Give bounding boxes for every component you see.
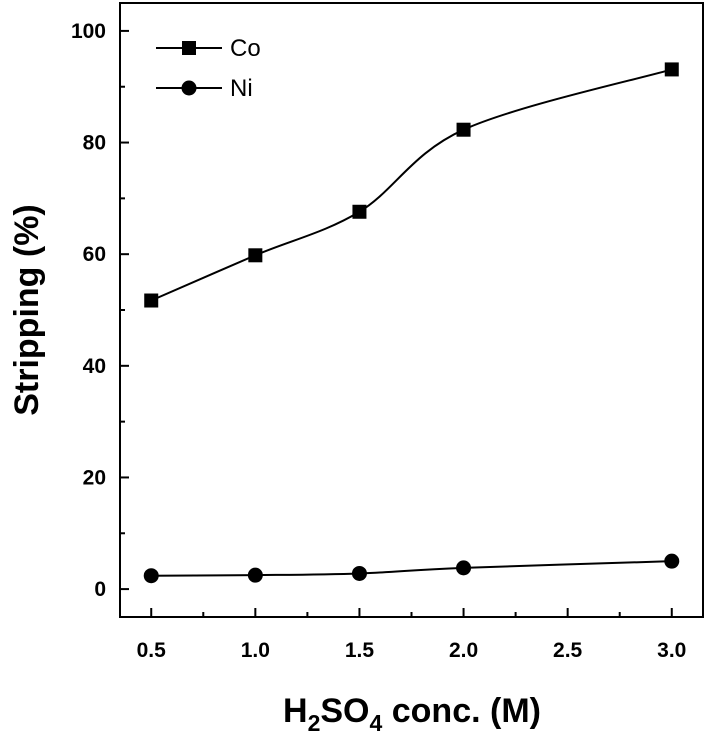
legend-label-co: Co <box>230 35 261 62</box>
legend-marker-co <box>182 41 196 55</box>
data-point-co <box>144 293 159 308</box>
legend-marker-ni <box>181 80 197 96</box>
x-axis-title: H2SO4 conc. (M) <box>283 692 541 736</box>
legend-item-co: Co <box>156 35 261 62</box>
legend: Co Ni <box>156 35 261 102</box>
data-point-co <box>456 122 471 137</box>
series-co <box>144 62 679 308</box>
data-point-ni <box>143 568 159 584</box>
legend-label-ni: Ni <box>230 75 253 102</box>
series-ni <box>143 553 680 584</box>
y-tick-label: 100 <box>71 20 106 43</box>
data-point-co <box>352 204 367 219</box>
x-axis-ticks: 0.5 1.0 1.5 2.0 2.5 3.0 <box>137 608 686 662</box>
plot-frame <box>119 2 704 618</box>
x-tick-label: 2.5 <box>553 639 583 662</box>
x-tick-label: 0.5 <box>137 639 167 662</box>
data-point-ni <box>351 565 367 581</box>
data-point-co <box>248 248 263 263</box>
series-ni-line <box>151 560 672 577</box>
y-tick-label: 80 <box>83 132 106 155</box>
x-tick-label: 1.0 <box>241 639 270 662</box>
y-tick-label: 60 <box>83 243 106 266</box>
legend-item-ni: Ni <box>156 75 253 102</box>
y-tick-label: 20 <box>83 466 106 489</box>
series-layer <box>143 62 680 584</box>
data-point-ni <box>247 567 263 583</box>
series-co-line <box>150 68 673 302</box>
x-tick-label: 3.0 <box>657 639 686 662</box>
data-point-co <box>664 62 679 77</box>
y-axis-title: Stripping (%) <box>8 204 46 416</box>
y-axis-ticks: 0 20 40 60 80 100 <box>71 20 129 601</box>
x-tick-label: 2.0 <box>449 639 478 662</box>
data-point-ni <box>664 553 680 569</box>
y-tick-label: 40 <box>83 355 106 378</box>
data-point-ni <box>456 560 472 576</box>
y-tick-label: 0 <box>94 578 106 601</box>
x-tick-label: 1.5 <box>345 639 375 662</box>
